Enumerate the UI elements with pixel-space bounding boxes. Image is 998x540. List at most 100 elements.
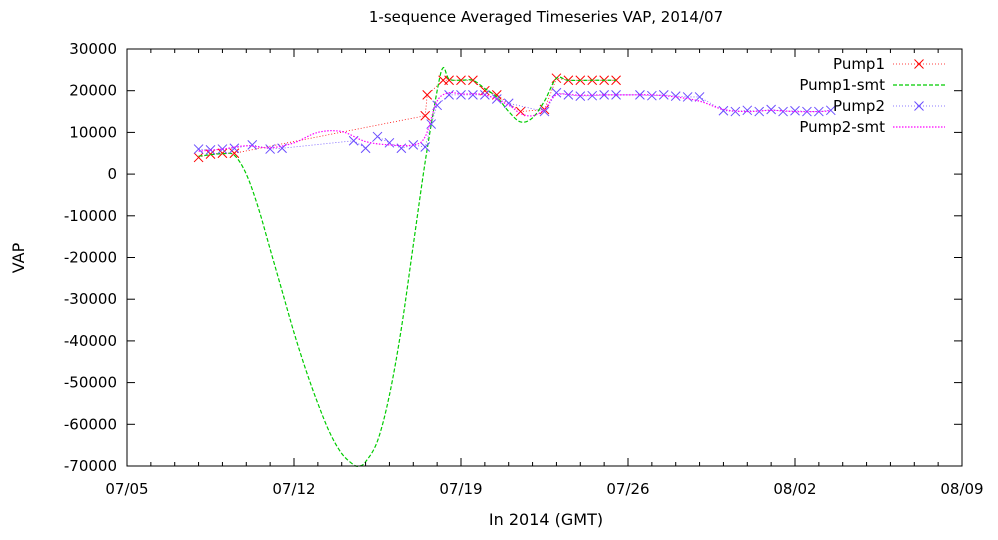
chart-title: 1-sequence Averaged Timeseries VAP, 2014… — [369, 8, 723, 26]
pump2-point — [766, 104, 776, 115]
marker-stroke — [718, 105, 729, 116]
pump2-point — [456, 90, 466, 100]
pump2-point — [742, 105, 753, 116]
pump1-point — [515, 106, 526, 117]
pump2-point — [229, 143, 240, 154]
y-tick-label: -40000 — [64, 332, 117, 350]
marker-stroke — [914, 59, 924, 69]
pump1-point — [456, 75, 466, 86]
marker-stroke — [422, 90, 433, 100]
pump1-point — [468, 75, 478, 86]
marker-stroke — [790, 105, 800, 116]
pump1-point — [420, 110, 431, 121]
marker-stroke — [551, 87, 562, 98]
marker-stroke — [611, 90, 621, 100]
pump2-point — [247, 140, 258, 150]
marker-stroke — [587, 90, 598, 101]
y-tick-label: -10000 — [64, 207, 117, 225]
pump1-point — [193, 152, 204, 163]
pump2-point — [205, 145, 216, 155]
pump2-point — [647, 90, 657, 101]
marker-stroke — [575, 91, 586, 101]
pump2-point — [611, 90, 621, 100]
marker-stroke — [193, 144, 204, 154]
pump1-point — [229, 148, 240, 159]
marker-stroke — [265, 144, 275, 154]
pump1-point — [205, 149, 216, 159]
marker-stroke — [468, 90, 478, 100]
plot-series-group — [193, 67, 836, 467]
legend-label-pump2-smt: Pump2-smt — [799, 118, 885, 136]
pump2-point — [193, 144, 204, 154]
pump2-point — [599, 90, 609, 100]
pump2-point — [563, 90, 574, 100]
pump2-point — [575, 91, 586, 101]
x-tick-label: 07/05 — [105, 480, 148, 498]
y-tick-label: -20000 — [64, 249, 117, 267]
marker-stroke — [670, 91, 681, 101]
y-tick-label: -70000 — [64, 457, 117, 475]
pump2-point — [694, 92, 705, 102]
axes-group: 30000 20000 10000 0 -10000 -20000 -30000 -40000… — [64, 40, 984, 498]
y-tick-label: 10000 — [69, 123, 117, 141]
marker-stroke — [515, 106, 526, 117]
marker-stroke — [456, 90, 466, 100]
marker-stroke — [205, 145, 216, 155]
y-tick-label: -30000 — [64, 290, 117, 308]
pump2-point — [802, 106, 812, 117]
pump2-point — [372, 131, 383, 142]
marker-stroke — [456, 75, 466, 86]
pump2-point — [468, 90, 478, 100]
legend-label-pump2: Pump2 — [833, 97, 885, 115]
marker-stroke — [754, 106, 765, 117]
marker-stroke — [420, 142, 431, 152]
pump2-point — [551, 87, 562, 98]
pump2-point — [814, 106, 824, 117]
marker-stroke — [658, 90, 669, 100]
marker-stroke — [914, 101, 924, 111]
legend-marker-pump2 — [914, 101, 924, 111]
marker-stroke — [742, 105, 753, 116]
marker-stroke — [635, 90, 645, 100]
y-tick-label: 0 — [107, 165, 117, 183]
pump2-point — [790, 105, 800, 116]
pump2-point — [682, 92, 693, 102]
marker-stroke — [694, 92, 705, 102]
legend-label-pump1: Pump1 — [833, 55, 885, 73]
pump2-point — [503, 98, 514, 109]
marker-stroke — [503, 98, 514, 109]
y-tick-label: 30000 — [69, 40, 117, 58]
pump2-point — [658, 90, 669, 100]
marker-stroke — [444, 75, 454, 86]
marker-stroke — [420, 110, 431, 121]
pump2-point — [587, 90, 598, 101]
marker-stroke — [360, 143, 371, 154]
marker-stroke — [480, 85, 490, 96]
x-tick-label: 07/19 — [439, 480, 482, 498]
pump2-point — [718, 105, 729, 116]
y-tick-label: 20000 — [69, 82, 117, 100]
marker-stroke — [193, 152, 204, 163]
x-tick-label: 07/12 — [272, 480, 315, 498]
legend-label-pump1-smt: Pump1-smt — [799, 76, 885, 94]
y-tick-label: -50000 — [64, 374, 117, 392]
marker-stroke — [814, 106, 824, 117]
pump2-point — [217, 144, 228, 154]
pump2-point — [360, 143, 371, 154]
marker-stroke — [468, 75, 478, 86]
marker-stroke — [766, 104, 776, 115]
pump1-point — [480, 85, 490, 96]
marker-stroke — [825, 105, 836, 116]
marker-stroke — [247, 140, 258, 150]
pump2-point — [265, 144, 275, 154]
legend: Pump1 Pump1-smt Pump2 Pump2-smt — [799, 55, 945, 136]
pump2-point — [670, 91, 681, 101]
marker-stroke — [229, 148, 240, 159]
pump2-point — [539, 106, 550, 117]
pump2-point — [635, 90, 645, 100]
x-tick-label: 08/02 — [773, 480, 816, 498]
legend-marker-pump1 — [914, 59, 924, 69]
marker-stroke — [229, 143, 240, 154]
